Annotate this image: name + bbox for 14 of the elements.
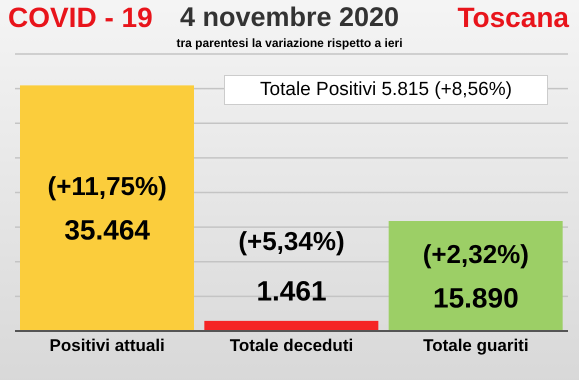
note-box: Totale Positivi 5.815 (+8,56%) [224, 75, 548, 105]
x-tick-label: Totale deceduti [230, 336, 354, 356]
x-tick-label: Totale guariti [423, 336, 529, 356]
chart-subtitle: tra parentesi la variazione rispetto a ieri [175, 36, 404, 50]
text: COVID - 19 [8, 2, 153, 34]
annotation: (+11,75%) [48, 171, 167, 202]
data-label: 35.464 [64, 214, 150, 246]
x-tick-label: Positivi attuali [50, 336, 165, 356]
chart-title: 4 novembre 2020 [180, 2, 400, 32]
data-label: 15.890 [433, 282, 519, 314]
annotation: (+5,34%) [238, 226, 345, 256]
annotation: (+2,32%) [422, 238, 529, 269]
data-label: 1.461 [256, 275, 327, 306]
text: Toscana [457, 2, 569, 34]
